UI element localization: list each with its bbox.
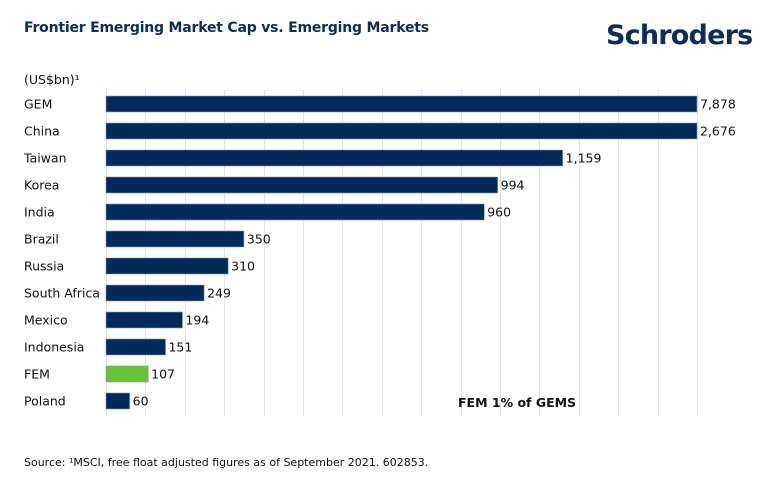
category-label: India bbox=[24, 205, 55, 220]
value-label: 107 bbox=[151, 367, 175, 382]
bars bbox=[105, 95, 698, 410]
category-label: China bbox=[24, 124, 60, 139]
bar-poland bbox=[105, 392, 130, 410]
value-label: 249 bbox=[207, 286, 231, 301]
value-label: 151 bbox=[168, 340, 192, 355]
source-note: Source: ¹MSCI, free float adjusted figur… bbox=[24, 456, 429, 469]
category-label: Poland bbox=[24, 394, 66, 409]
category-label: Russia bbox=[24, 259, 64, 274]
gridlines bbox=[106, 90, 698, 416]
value-label: 350 bbox=[247, 232, 271, 247]
category-label: South Africa bbox=[24, 286, 100, 301]
category-labels: GEM China Taiwan Korea India Brazil Russia Sout… bbox=[23, 97, 100, 409]
bar-russia bbox=[105, 257, 229, 275]
value-label: 2,676 bbox=[700, 124, 736, 139]
category-label: FEM bbox=[24, 367, 50, 382]
bar-south-africa bbox=[105, 284, 205, 302]
value-label: 60 bbox=[133, 394, 149, 409]
bar-brazil bbox=[105, 230, 245, 248]
category-label: Brazil bbox=[24, 232, 59, 247]
bar-china bbox=[105, 122, 698, 140]
bar-korea bbox=[105, 176, 498, 194]
schroders-logo: Schroders bbox=[606, 20, 753, 51]
bar-fem bbox=[105, 365, 149, 383]
category-label: Korea bbox=[24, 178, 59, 193]
bar-gem bbox=[105, 95, 698, 113]
category-label: Mexico bbox=[24, 313, 68, 328]
category-label: Taiwan bbox=[23, 151, 67, 166]
value-label: 1,159 bbox=[566, 151, 602, 166]
value-label: 7,878 bbox=[700, 97, 736, 112]
value-label: 994 bbox=[501, 178, 525, 193]
category-label: GEM bbox=[24, 97, 52, 112]
unit-label: (US$bn)¹ bbox=[24, 72, 80, 87]
value-label: 310 bbox=[231, 259, 255, 274]
bar-mexico bbox=[105, 311, 183, 329]
value-label: 960 bbox=[487, 205, 511, 220]
chart-title: Frontier Emerging Market Cap vs. Emergin… bbox=[24, 20, 429, 36]
bar-india bbox=[105, 203, 485, 221]
category-label: Indonesia bbox=[24, 340, 84, 355]
bar-taiwan bbox=[105, 149, 563, 167]
annotation-fem-share: FEM 1% of GEMS bbox=[458, 395, 576, 410]
bar-indonesia bbox=[105, 338, 166, 356]
value-label: 194 bbox=[185, 313, 209, 328]
